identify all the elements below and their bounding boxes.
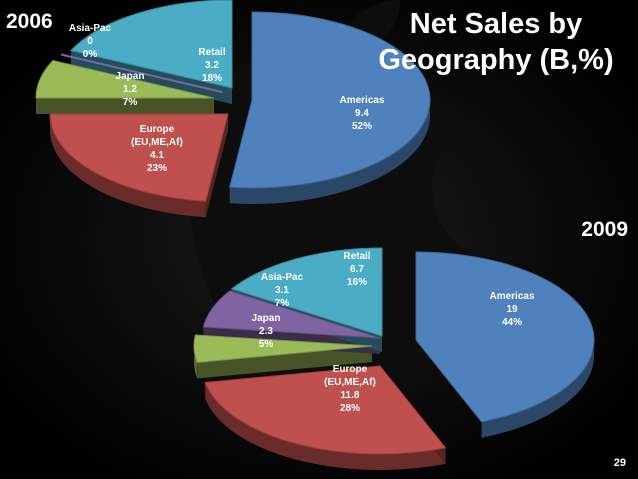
slice-2006-japan xyxy=(35,59,215,99)
data-label-2006-americas: Americas 9.4 52% xyxy=(339,95,384,132)
slice-2006-europe xyxy=(49,113,229,202)
data-label-2009-americas: Americas 19 44% xyxy=(489,291,534,328)
slice-2009-japan xyxy=(193,334,373,364)
slice-wall-2006-japan xyxy=(36,98,214,114)
slice-2009-retail xyxy=(230,247,383,337)
pie-2009: Americas 19 44% Europe (EU,ME,Af) 11.8 28% Japa… xyxy=(193,247,595,470)
slice-2009-americas xyxy=(415,251,595,423)
slice-wall-2006-europe xyxy=(205,114,228,218)
slice-wall-2009-japan xyxy=(197,346,372,379)
page-number: 29 xyxy=(613,457,626,469)
data-label-2006-europe: Europe (EU,ME,Af) 4.1 23% xyxy=(131,124,183,174)
slice-2009-europe xyxy=(204,365,447,455)
slice-2006-retail xyxy=(69,0,233,89)
slice-2006-asia-pac xyxy=(60,53,223,93)
pie-2006: Americas 9.4 52% Europe (EU,ME,Af) 4.1 23% Japa… xyxy=(35,0,431,218)
data-label-2006-asia-pac: Asia-Pac 0 0% xyxy=(69,23,112,60)
data-label-2009-europe: Europe (EU,ME,Af) 11.8 28% xyxy=(324,364,376,414)
chart-title-2009: 2009 xyxy=(581,218,628,241)
data-label-2006-japan: Japan 1.2 7% xyxy=(116,71,145,108)
slice-side-2009-europe xyxy=(205,382,446,470)
data-label-2009-retail: Retail 6.7 16% xyxy=(343,251,370,288)
slice-2009-asia-pac xyxy=(202,290,381,339)
data-label-2009-japan: Japan 2.3 5% xyxy=(252,313,281,350)
chart-title-2006: 2006 xyxy=(6,10,53,33)
slice-side-2006-europe xyxy=(49,114,206,218)
slice-wall-2006-retail xyxy=(70,50,232,104)
data-label-2009-asia-pac: Asia-Pac 3.1 7% xyxy=(261,272,304,309)
slide-title: Net Sales by Geography (B,%) xyxy=(378,8,614,76)
data-label-2006-retail: Retail 3.2 18% xyxy=(198,47,225,84)
slice-2006-americas xyxy=(229,11,431,189)
